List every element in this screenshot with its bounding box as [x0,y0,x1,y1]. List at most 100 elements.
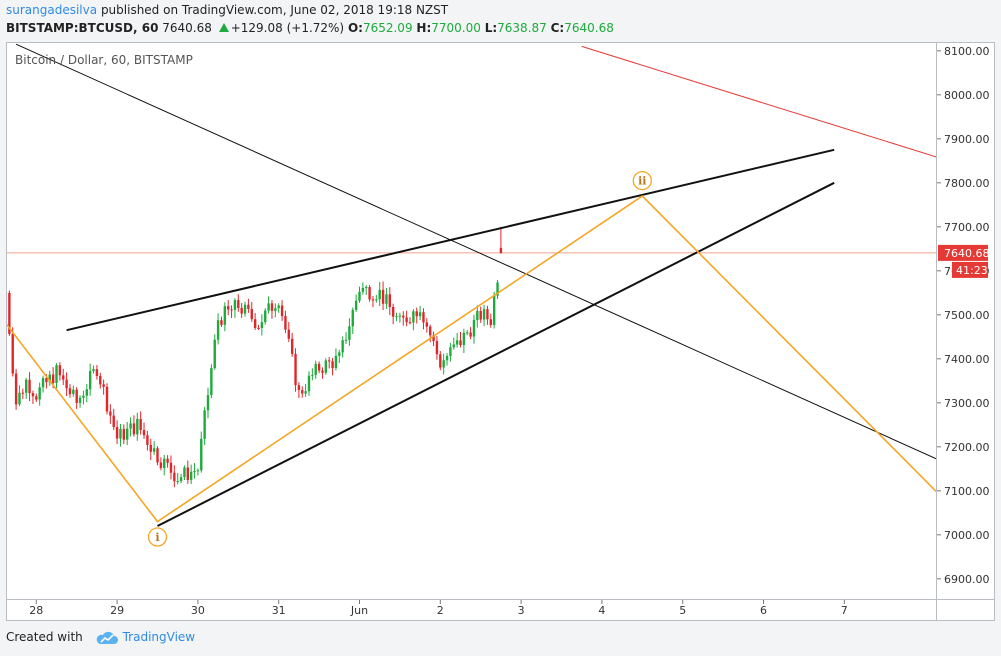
y-tick-label: 6900.00 [944,573,990,586]
trend-line[interactable] [15,43,949,464]
candle-body [321,370,324,373]
candle-body [459,340,462,346]
candle-body [317,363,321,371]
candle-body [492,295,496,326]
candle-body [422,312,425,323]
candle-body [142,430,146,436]
candle-body [14,373,18,405]
candle-body [425,322,429,327]
candle-body [405,317,408,323]
y-tick-label: 7700.00 [944,221,990,234]
wave-marker-i[interactable] [147,527,168,547]
axis-corner [937,600,995,621]
candle-body [166,458,169,463]
plot-layer [6,43,949,527]
candle-body [301,390,304,394]
candle-body [109,411,112,416]
candle-body [220,320,223,325]
candle-body [149,444,152,452]
y-tick-label: 7100.00 [944,485,990,498]
candle-body [65,379,68,389]
candle-body [375,299,378,301]
candle-body [132,423,136,435]
candle-body [439,354,442,368]
y-tick-label: 8100.00 [944,45,990,58]
wave-marker-ii[interactable] [632,170,652,191]
candle-body [344,339,348,341]
candle-body [189,471,193,480]
high-label: H: [416,21,432,35]
x-tick-label: 7 [841,604,848,617]
candle-body [119,428,122,439]
candle-body [466,332,469,334]
candle-body [99,375,102,385]
x-tick-label: Jun [350,604,368,617]
candle-body [378,289,381,300]
time-axis[interactable] [6,600,937,621]
candle-body [314,363,317,375]
candle-body [442,360,445,368]
candle-body [482,309,486,320]
low-value: 7638.87 [497,21,547,35]
candle-body [25,379,28,393]
candle-body [95,369,99,376]
candle-body [72,389,75,395]
candle-body [233,300,237,310]
y-tick-label: 7300.00 [944,397,990,410]
candle-body [45,378,48,383]
candle-body [338,352,341,356]
candle-body [112,415,115,428]
x-tick-label: 2 [437,604,444,617]
candle-body [82,395,85,398]
candle-body [240,307,243,314]
chart-pane[interactable] [6,42,937,600]
candle-body [7,292,8,294]
candle-body [284,316,287,330]
open-label: O: [347,21,363,35]
candle-body [476,310,479,321]
candle-body [412,311,415,323]
close-value: 7640.68 [564,21,614,35]
y-tick-label: 8000.00 [944,89,990,102]
candle-body [28,379,31,394]
candle-body [415,311,418,317]
candle-body [163,458,166,468]
candle-body [257,327,260,329]
candle-body [449,347,452,356]
x-tick-label: 4 [598,604,605,617]
candle-body [173,472,176,482]
y-tick-label: 7400.00 [944,353,990,366]
candle-body [223,306,227,325]
symbol-label: BITSTAMP:BTCUSD, 60 [6,21,159,35]
candle-body [48,374,51,383]
tradingview-link[interactable]: TradingView [122,630,196,644]
candle-body [206,395,210,411]
candle-body [385,294,388,304]
candle-body [334,355,338,369]
candle-body [253,319,257,328]
y-tick-label: 7900.00 [944,133,990,146]
candle-body [294,353,297,386]
x-tick-label: 29 [110,604,124,617]
open-value: 7652.09 [362,21,413,35]
price-tag [938,244,988,261]
wave-path[interactable] [6,194,949,523]
arrow-up-icon [218,23,229,32]
candle-body [328,360,331,362]
trend-line[interactable] [157,181,835,527]
candle-body [156,448,159,463]
candle-body [280,305,284,317]
x-tick-label: 6 [760,604,767,617]
price-axis[interactable] [937,42,995,600]
candle-body [287,329,290,339]
candle-body [267,303,270,311]
candle-body [489,319,492,326]
candle-body [358,291,361,301]
red-trend-line[interactable] [581,45,949,160]
candle-body [264,310,267,323]
candle-body [176,481,179,483]
author-link[interactable]: surangadesilva [6,3,98,17]
candle-body [351,309,354,327]
candle-body [432,335,435,342]
